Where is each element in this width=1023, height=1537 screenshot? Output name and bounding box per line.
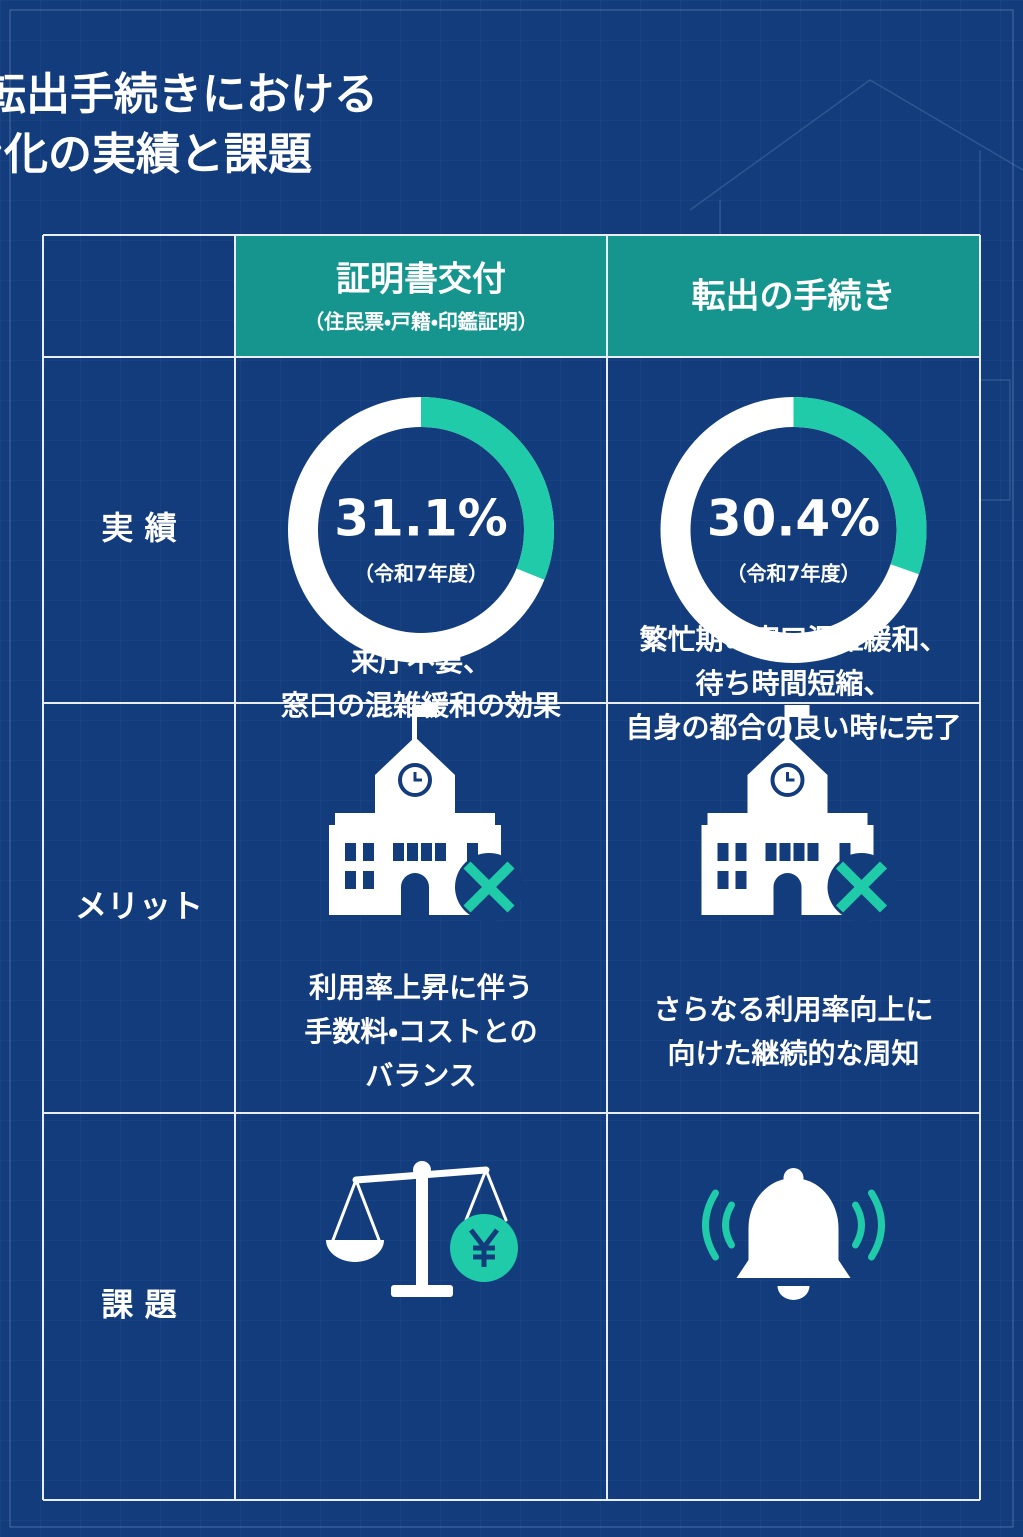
cell-text: 手数料・コストとの: [304, 1015, 537, 1048]
icon-part: [435, 843, 446, 861]
icon-part: [363, 843, 374, 861]
icon-part: [717, 843, 729, 861]
icon-part: [401, 873, 429, 915]
rate-label: 31.1%: [334, 490, 507, 548]
icon-part: [345, 871, 356, 889]
icon-part: [407, 843, 418, 861]
icon-part: [398, 763, 432, 797]
cell-text: バランス: [365, 1059, 476, 1092]
icon-part: [747, 737, 828, 775]
icon-part: [326, 1240, 384, 1262]
rate-note: （令和7年度）: [727, 562, 861, 586]
cell-text: 来庁不要、: [351, 645, 491, 678]
column-title: 証明書交付: [336, 260, 506, 300]
icon-part: [765, 843, 777, 861]
icon-part: [375, 737, 455, 775]
cell-text: 窓口の混雑緩和の効果: [281, 689, 561, 722]
donut-arc: [793, 397, 927, 575]
icon-part: [393, 843, 404, 861]
icon-part: [412, 705, 417, 741]
icon-part: [413, 1161, 431, 1179]
icon-part: [779, 843, 791, 861]
icon-part: [417, 705, 437, 717]
icon-part: [735, 843, 747, 861]
scale-icon: [326, 1161, 518, 1297]
row-label: 課 題: [101, 1286, 176, 1324]
icon-part: [463, 861, 515, 913]
icon-part: [784, 705, 790, 741]
icon-part: [421, 843, 432, 861]
donut-arc: [420, 397, 554, 580]
icon-part: [464, 1168, 508, 1222]
cell-text: 繁忙期の窓口混雑緩和、: [639, 623, 947, 656]
row-label: 実 績: [101, 509, 176, 547]
bell-icon: [702, 1168, 885, 1300]
column-title: 転出の手続き: [692, 277, 896, 317]
icon-part: [391, 1285, 453, 1297]
icon-part: [735, 871, 747, 889]
cell-text: 自身の都合の良い時に完了: [625, 711, 961, 744]
icon-part: [786, 772, 795, 782]
house-sketch: [689, 79, 1023, 501]
icon-part: [852, 1189, 885, 1261]
icon-part: [467, 843, 478, 861]
column-subtitle: （住民票・戸籍・印鑑証明）: [304, 310, 538, 334]
icon-part: [345, 843, 356, 861]
cell-text: 利用率上昇に伴う: [309, 971, 533, 1004]
icon-part: [793, 843, 805, 861]
icon-part: [839, 843, 851, 861]
row-label: メリット: [75, 887, 203, 925]
cell-text: 待ち時間短縮、: [695, 667, 891, 700]
icon-part: [413, 772, 422, 782]
icon-part: [736, 1178, 851, 1278]
icon-part: [363, 871, 374, 889]
cell-text: さらなる利用率向上に: [653, 993, 933, 1026]
rate-label: 30.4%: [707, 490, 880, 548]
icon-part: [773, 873, 802, 915]
icon-part: [331, 1178, 381, 1242]
icon-part: [777, 1286, 810, 1300]
icon-part: [416, 1165, 428, 1290]
title-line: オンライン化の実績と課題: [0, 129, 312, 180]
icon-part: [770, 763, 805, 797]
rate-note: （令和7年度）: [354, 562, 488, 586]
icon-part: [702, 1189, 735, 1261]
title-line: 証明書交付と転出手続きにおける: [0, 69, 378, 120]
icon-part: [717, 871, 729, 889]
icon-part: [835, 861, 888, 913]
frame: [9, 9, 1014, 1528]
icon-part: [789, 705, 810, 717]
icon-part: [469, 1228, 499, 1267]
building-icon: [701, 705, 896, 921]
building-icon: [329, 705, 523, 921]
cell-text: 向けた継続的な周知: [667, 1037, 919, 1070]
icon-part: [807, 843, 819, 861]
